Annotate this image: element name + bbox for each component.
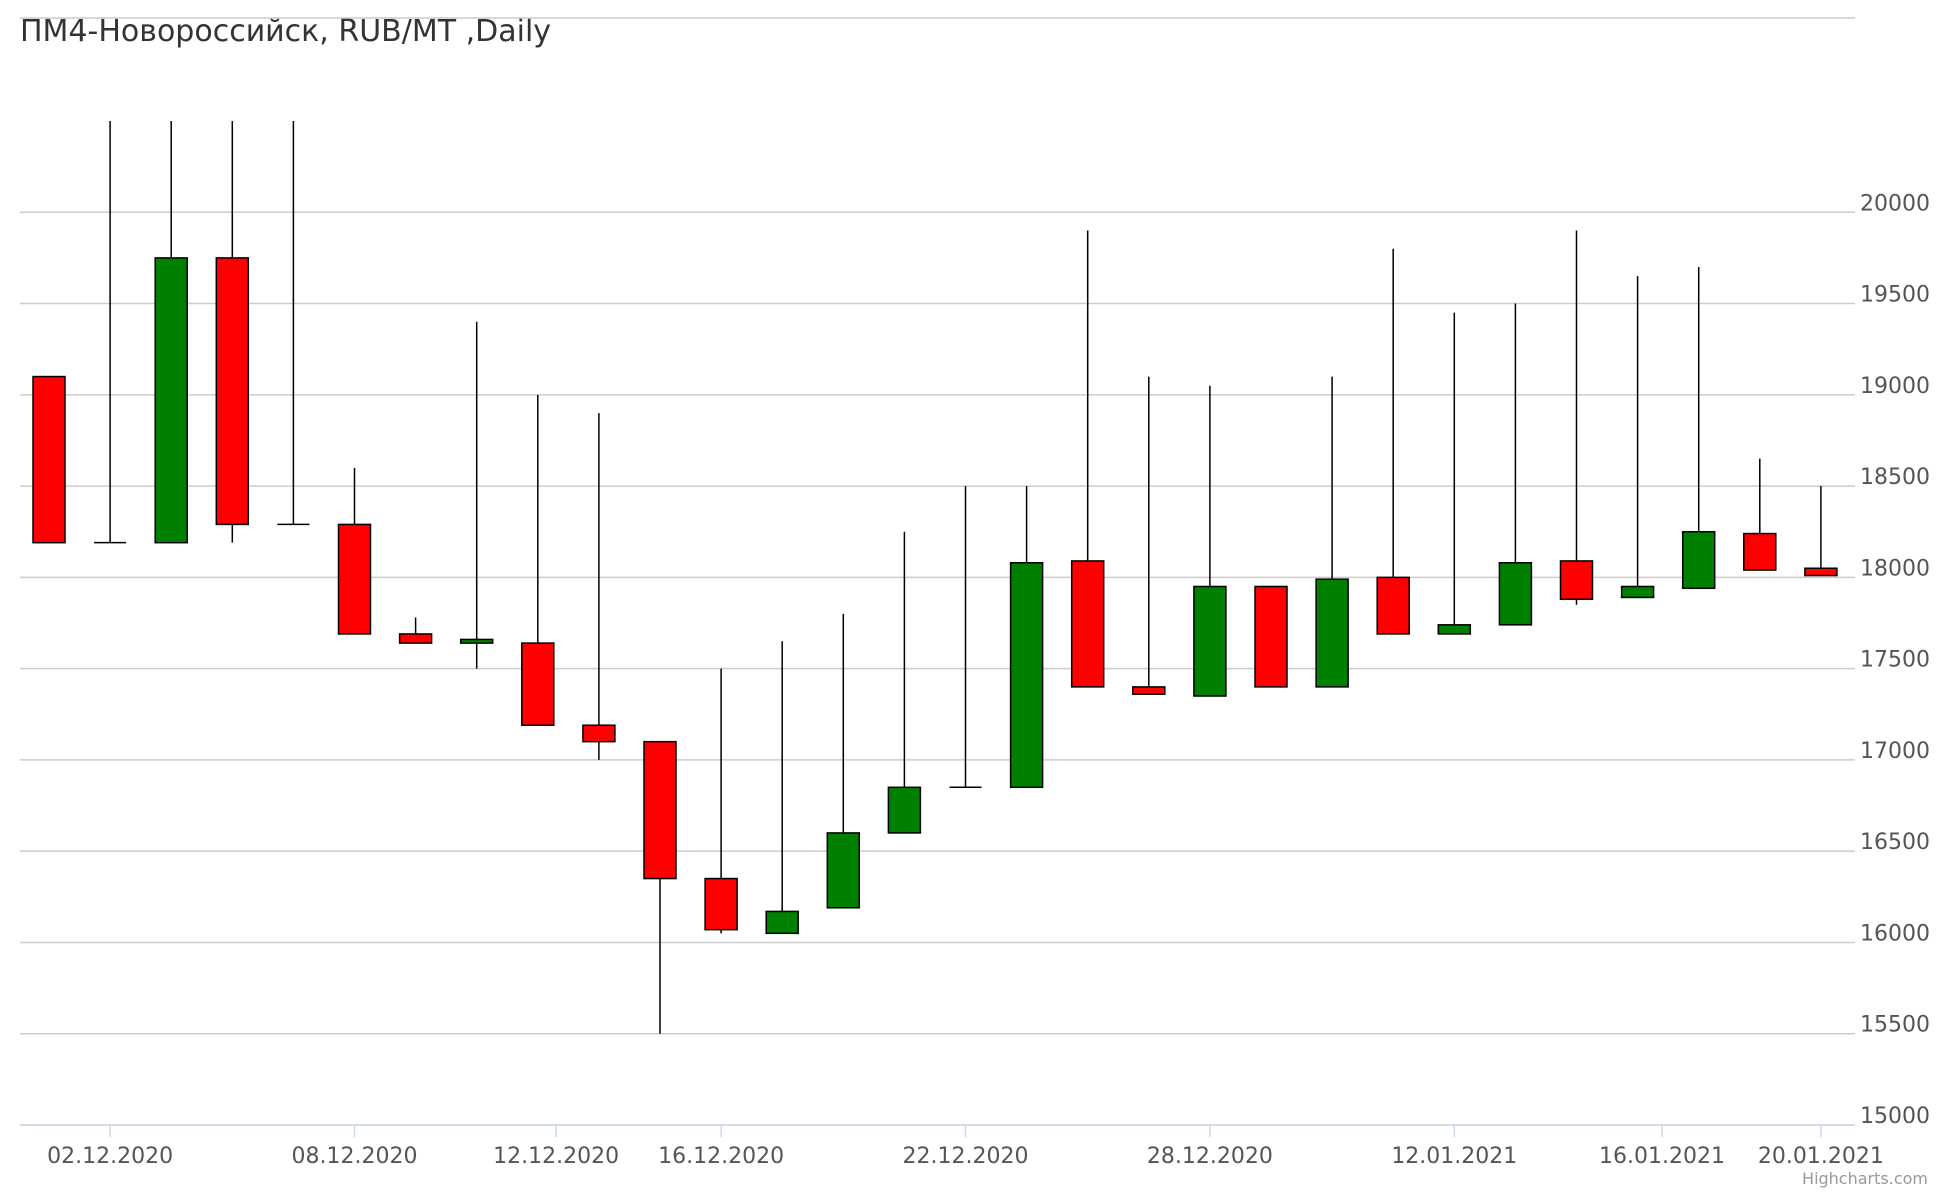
candle[interactable] — [1132, 376, 1166, 695]
candle-body — [154, 257, 188, 544]
candle[interactable] — [1315, 376, 1349, 688]
candle-body — [643, 740, 677, 880]
candle[interactable] — [582, 413, 616, 760]
x-tick-label: 16.01.2021 — [1599, 1144, 1725, 1169]
credits-link[interactable]: Highcharts.com — [1802, 1169, 1928, 1188]
x-tick-label: 20.01.2021 — [1758, 1144, 1884, 1169]
candle[interactable] — [1193, 385, 1227, 697]
candle-body — [1193, 585, 1227, 697]
y-tick-label: 15500 — [1860, 1013, 1930, 1038]
y-tick-label: 19000 — [1860, 374, 1930, 399]
candle-body — [1070, 560, 1105, 688]
candle-body — [1254, 585, 1288, 688]
candle[interactable] — [704, 668, 738, 934]
candle[interactable] — [1009, 486, 1044, 789]
candle-body — [887, 786, 922, 834]
candle[interactable] — [277, 121, 310, 526]
candle-body — [826, 832, 861, 909]
candle[interactable] — [1498, 303, 1533, 626]
y-axis-labels: 15000 15500 16000 16500 17000 17500 18000 18500… — [1860, 191, 1930, 1129]
candle[interactable] — [1559, 230, 1594, 605]
candles — [32, 121, 1838, 1034]
candle-body — [1559, 560, 1594, 601]
candle-body — [215, 257, 250, 526]
y-tick-label: 17500 — [1860, 648, 1930, 673]
y-tick-label: 16000 — [1860, 921, 1930, 946]
x-tick-label: 08.12.2020 — [292, 1144, 418, 1169]
candle-body — [32, 375, 66, 544]
candle[interactable] — [1743, 458, 1777, 571]
candle[interactable] — [215, 121, 250, 543]
candle[interactable] — [1681, 267, 1716, 590]
candle-body — [1804, 567, 1838, 577]
candle[interactable] — [826, 613, 861, 909]
candle-body — [582, 724, 616, 743]
candle-body — [459, 638, 494, 644]
candle[interactable] — [398, 617, 433, 644]
candle[interactable] — [154, 121, 188, 544]
x-axis — [20, 1124, 1855, 1137]
candle-body — [765, 910, 799, 935]
x-tick-label: 22.12.2020 — [903, 1144, 1029, 1169]
candle[interactable] — [94, 121, 127, 544]
candle-body — [337, 523, 372, 635]
candle[interactable] — [1804, 486, 1838, 577]
candle[interactable] — [765, 641, 799, 935]
candle-body — [704, 877, 738, 931]
candle[interactable] — [1437, 312, 1472, 635]
candle[interactable] — [1070, 230, 1105, 688]
candle[interactable] — [887, 531, 922, 834]
y-tick-label: 17000 — [1860, 739, 1930, 764]
y-tick-label: 19500 — [1860, 283, 1930, 308]
candle[interactable] — [337, 467, 372, 635]
x-tick-label: 12.12.2020 — [493, 1144, 619, 1169]
y-tick-label: 16500 — [1860, 830, 1930, 855]
x-tick-label: 02.12.2020 — [47, 1144, 173, 1169]
candle-body — [1620, 585, 1655, 599]
candle-body — [521, 642, 555, 726]
candle[interactable] — [521, 394, 555, 726]
x-tick-label: 28.12.2020 — [1147, 1144, 1273, 1169]
y-tick-label: 15000 — [1860, 1104, 1930, 1129]
candle-body — [1132, 686, 1166, 695]
candle[interactable] — [32, 375, 66, 544]
candle-body — [1315, 578, 1349, 688]
candle-body — [1437, 624, 1472, 635]
y-tick-label: 18000 — [1860, 556, 1930, 581]
candle-body — [1376, 576, 1410, 635]
candle-body — [1743, 532, 1777, 571]
candle[interactable] — [459, 321, 494, 669]
candle-body — [1681, 530, 1716, 590]
candle[interactable] — [949, 486, 982, 789]
y-tick-label: 20000 — [1860, 191, 1930, 216]
candle-body — [1498, 562, 1533, 626]
candle[interactable] — [1376, 248, 1410, 635]
x-tick-label: 12.01.2021 — [1391, 1144, 1517, 1169]
candle[interactable] — [1254, 585, 1288, 688]
candle-body — [1009, 562, 1044, 789]
candle[interactable] — [1620, 276, 1655, 599]
x-axis-labels: 02.12.2020 08.12.2020 12.12.2020 16.12.2020… — [47, 1144, 1884, 1169]
y-tick-label: 18500 — [1860, 465, 1930, 490]
candle-body — [398, 633, 433, 644]
chart-title: ПМ4-Новороссийск, RUB/MT ,Daily — [20, 14, 552, 49]
candle[interactable] — [643, 740, 677, 1034]
x-tick-label: 16.12.2020 — [658, 1144, 784, 1169]
